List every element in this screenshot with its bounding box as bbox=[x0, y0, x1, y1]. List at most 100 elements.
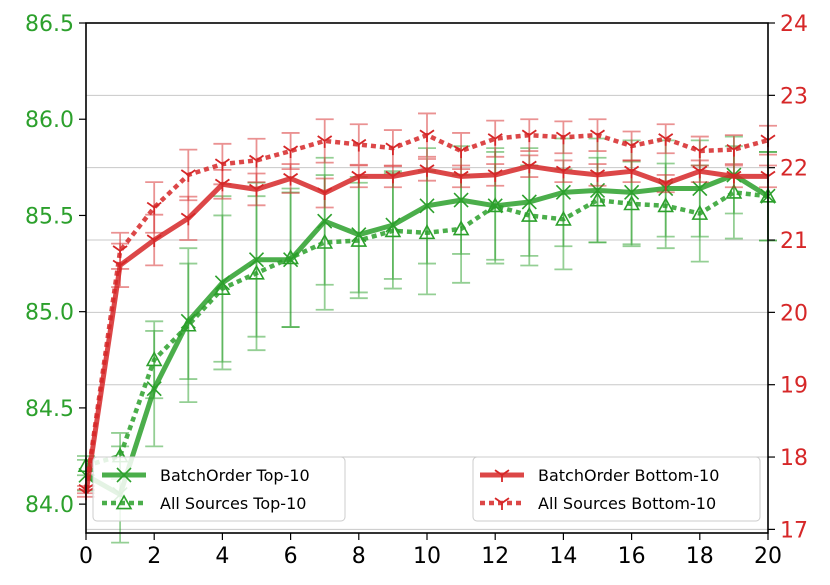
series-1 bbox=[77, 145, 777, 481]
point-3-17 bbox=[658, 133, 674, 146]
x-tick-label-0: 0 bbox=[79, 544, 93, 569]
point-1-3 bbox=[179, 316, 197, 332]
point-3-9 bbox=[385, 142, 401, 156]
point-1-18 bbox=[691, 204, 709, 220]
right-tick-label-1: 18 bbox=[780, 446, 808, 471]
point-2-18 bbox=[692, 165, 708, 179]
legend-top10: BatchOrder Top-10 All Sources Top-10 bbox=[92, 456, 346, 522]
point-3-15 bbox=[589, 129, 606, 143]
legend-bottom10: BatchOrder Bottom-10 All Sources Bottom-1… bbox=[472, 456, 761, 522]
point-3-4 bbox=[214, 158, 230, 172]
point-2-14 bbox=[555, 165, 571, 179]
point-1-15 bbox=[589, 191, 606, 207]
series-2 bbox=[77, 154, 777, 501]
point-2-7 bbox=[317, 187, 333, 200]
right-tick-label-4: 21 bbox=[780, 229, 808, 254]
point-3-18 bbox=[692, 145, 708, 159]
point-1-8 bbox=[350, 231, 368, 247]
legend-marker-1-0 bbox=[494, 469, 510, 482]
point-2-13 bbox=[521, 160, 537, 174]
point-2-11 bbox=[453, 170, 469, 184]
point-1-13 bbox=[520, 206, 538, 222]
point-2-19 bbox=[726, 170, 742, 184]
left-tick-label-3: 85.5 bbox=[25, 204, 74, 229]
point-3-13 bbox=[521, 129, 537, 143]
legend-marker-0-1 bbox=[115, 494, 133, 510]
x-tick-label-10: 20 bbox=[754, 544, 782, 569]
left-axis: 84.0 84.5 85.0 85.5 86.0 86.5 bbox=[25, 12, 86, 518]
point-3-7 bbox=[317, 135, 333, 148]
legend-marker-0-0 bbox=[116, 467, 132, 483]
x-tick-label-1: 2 bbox=[147, 544, 161, 569]
point-2-10 bbox=[419, 164, 435, 177]
x-tick-label-2: 4 bbox=[215, 544, 229, 569]
right-tick-label-7: 24 bbox=[780, 12, 808, 37]
point-3-5 bbox=[248, 154, 265, 168]
x-tick-label-7: 14 bbox=[549, 544, 577, 569]
legend-label-0-0: BatchOrder Top-10 bbox=[160, 466, 310, 485]
x-tick-label-3: 6 bbox=[284, 544, 298, 569]
left-tick-label-2: 85.0 bbox=[25, 301, 74, 326]
series-layer bbox=[77, 112, 777, 544]
point-3-2 bbox=[146, 201, 162, 215]
point-1-11 bbox=[452, 220, 470, 236]
point-3-6 bbox=[283, 145, 299, 159]
point-3-1 bbox=[112, 245, 128, 258]
point-1-9 bbox=[384, 222, 402, 238]
point-1-14 bbox=[555, 210, 572, 226]
point-3-12 bbox=[487, 133, 503, 146]
legend-top10-box bbox=[92, 456, 346, 522]
point-3-10 bbox=[419, 129, 435, 143]
x-tick-label-5: 10 bbox=[413, 544, 441, 569]
point-1-5 bbox=[248, 264, 265, 280]
left-tick-label-0: 84.0 bbox=[25, 493, 74, 518]
point-3-14 bbox=[555, 131, 571, 145]
point-1-2 bbox=[145, 351, 163, 367]
right-axis: 17 18 19 20 21 22 23 24 bbox=[768, 12, 808, 543]
x-tick-label-6: 12 bbox=[481, 544, 509, 569]
point-1-16 bbox=[623, 195, 640, 211]
right-tick-label-0: 17 bbox=[780, 518, 808, 543]
point-3-16 bbox=[624, 140, 640, 153]
right-tick-label-6: 23 bbox=[780, 84, 808, 109]
legend-marker-1-1 bbox=[494, 497, 510, 510]
errorbar-1-3 bbox=[179, 247, 198, 404]
point-2-5 bbox=[248, 183, 265, 197]
point-3-8 bbox=[351, 138, 367, 152]
point-2-3 bbox=[180, 212, 196, 226]
point-2-6 bbox=[283, 172, 299, 186]
left-tick-label-5: 86.5 bbox=[25, 12, 74, 37]
point-1-6 bbox=[282, 249, 299, 265]
point-1-10 bbox=[418, 224, 436, 240]
point-2-17 bbox=[658, 177, 674, 191]
right-tick-label-3: 20 bbox=[780, 301, 808, 326]
point-3-19 bbox=[726, 143, 742, 157]
point-2-12 bbox=[487, 169, 503, 182]
right-tick-label-5: 22 bbox=[780, 157, 808, 182]
point-1-12 bbox=[486, 197, 504, 213]
x-tick-label-8: 16 bbox=[618, 544, 646, 569]
point-2-15 bbox=[589, 169, 606, 182]
legend-label-1-1: All Sources Bottom-10 bbox=[538, 494, 716, 513]
x-tick-label-9: 18 bbox=[686, 544, 714, 569]
point-2-9 bbox=[385, 170, 401, 184]
point-3-11 bbox=[453, 145, 469, 159]
point-1-17 bbox=[657, 197, 675, 213]
series-line-1 bbox=[85, 190, 769, 468]
legend-bottom10-box bbox=[472, 456, 761, 522]
point-2-16 bbox=[624, 165, 640, 179]
point-1-4 bbox=[214, 279, 231, 295]
legend-label-0-1: All Sources Top-10 bbox=[160, 494, 306, 513]
point-2-8 bbox=[351, 170, 367, 184]
left-tick-label-4: 86.0 bbox=[25, 108, 74, 133]
x-axis: 0 2 4 6 8 10 12 14 16 18 20 bbox=[79, 533, 782, 569]
right-tick-label-2: 19 bbox=[780, 374, 808, 399]
point-1-7 bbox=[316, 233, 334, 249]
legend-label-1-0: BatchOrder Bottom-10 bbox=[538, 466, 719, 485]
x-tick-label-4: 8 bbox=[352, 544, 366, 569]
point-2-2 bbox=[146, 234, 162, 248]
left-tick-label-1: 84.5 bbox=[25, 397, 74, 422]
point-3-3 bbox=[180, 169, 196, 182]
point-1-19 bbox=[725, 183, 743, 199]
